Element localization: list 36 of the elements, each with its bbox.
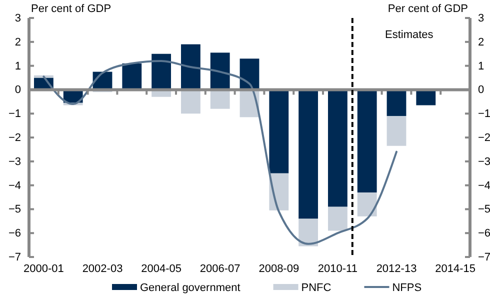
y2-tick-label: −5 [478,204,490,216]
y2-tick-label: 1 [478,60,484,72]
y-tick-label: 2 [14,36,21,48]
y2-tick-label: −3 [478,156,490,168]
x-tick-label: 2010-11 [318,262,358,275]
x-tick-label: 2002-03 [82,262,123,275]
y-tick-label: 3 [14,12,21,25]
x-tick-label: 2006-07 [200,262,240,275]
y2-tick-label: −7 [478,252,490,264]
x-tick-label: 2012-13 [376,262,417,275]
y-tick-label: −2 [8,132,21,144]
legend-label: NFPS [392,282,422,294]
x-tick-label: 2008-09 [258,262,300,275]
y2-tick-label: −1 [478,108,490,120]
y2-tick-label: 0 [478,84,484,96]
y-tick-label: −7 [8,252,21,264]
y-tick-label: −3 [8,156,21,168]
legend-label: PNFC [301,282,332,294]
y2-tick-label: 3 [478,12,484,25]
y2-tick-label: 2 [478,36,484,48]
y2-tick-label: −4 [478,180,490,192]
annotation: Estimates [385,29,434,41]
y-tick-label: 0 [14,84,21,96]
legend-label: General government [140,282,240,294]
y-tick-label: −6 [8,228,21,240]
y2-tick-label: −2 [478,132,490,144]
x-tick-label: 2014-15 [435,262,476,275]
y2-tick-label: −6 [478,228,490,240]
x-tick-label: 2004-05 [141,262,182,275]
y-tick-label: −5 [8,204,21,216]
y-tick-label: 1 [14,60,21,72]
y-axis-title: Per cent of GDP [31,3,112,15]
x-tick-label: 2000-01 [24,262,64,275]
y-tick-label: −4 [8,180,21,192]
y2-axis-title: Per cent of GDP [388,3,468,15]
y-tick-label: −1 [8,108,21,120]
